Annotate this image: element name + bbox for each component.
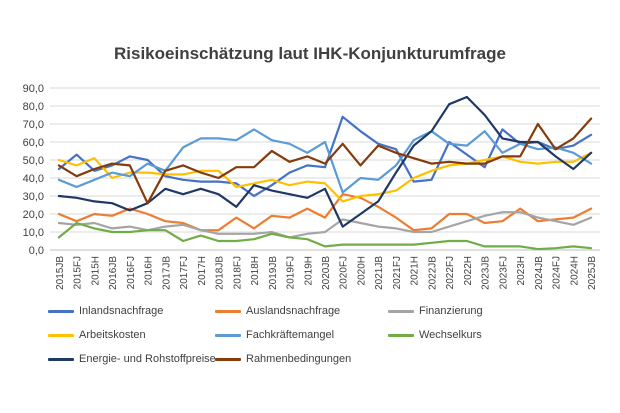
y-tick-label: 60,0 (23, 137, 44, 149)
y-tick-label: 30,0 (23, 191, 44, 203)
x-tick-label: 2021H (410, 256, 421, 285)
x-tick-label: 2017H (197, 256, 208, 285)
y-tick-label: 70,0 (23, 119, 44, 131)
x-tick-label: 2015H (90, 256, 101, 285)
x-tick-label: 2023FJ (498, 256, 509, 289)
x-tick-label: 2025JB (587, 256, 598, 290)
x-tick-label: 2020FJ (339, 256, 350, 289)
x-tick-label: 2021JB (374, 256, 385, 290)
x-tick-label: 2020H (356, 256, 367, 285)
x-tick-label: 2020JB (321, 256, 332, 290)
x-tick-label: 2019JB (268, 256, 279, 290)
x-tick-label: 2015JB (55, 256, 66, 290)
y-tick-label: 90,0 (23, 83, 44, 95)
x-tick-label: 2024FJ (552, 256, 563, 289)
series-line-rahmenbedingungen (57, 117, 593, 205)
y-tick-label: 40,0 (23, 173, 44, 185)
series-line-wechselkurs (57, 221, 593, 251)
x-tick-label: 2022FJ (445, 256, 456, 289)
x-tick-label: 2018FJ (232, 256, 243, 289)
x-tick-label: 2024H (569, 256, 580, 285)
x-tick-label: 2016JB (108, 256, 119, 290)
x-tick-label: 2022H (463, 256, 474, 285)
x-tick-label: 2017JB (161, 256, 172, 290)
x-tick-label: 2016FJ (126, 256, 137, 289)
chart-title: Risikoeinschätzung laut IHK-Konjunkturum… (114, 44, 506, 63)
x-tick-label: 2021FJ (392, 256, 403, 289)
series-line-energie-und-rohstoffpreise (57, 95, 593, 228)
x-tick-label: 2017FJ (179, 256, 190, 289)
series-line-auslandsnachfrage (57, 193, 593, 232)
x-tick-label: 2018H (250, 256, 261, 285)
y-tick-label: 80,0 (23, 101, 44, 113)
y-tick-label: 0,0 (29, 245, 44, 257)
x-tick-label: 2019FJ (286, 256, 297, 289)
x-tick-label: 2023JB (481, 256, 492, 290)
series-line-fachkräftemangel (57, 128, 593, 194)
x-tick-label: 2016H (144, 256, 155, 285)
x-tick-label: 2018JB (215, 256, 226, 290)
y-tick-label: 50,0 (23, 155, 44, 167)
x-tick-label: 2022JB (427, 256, 438, 290)
x-tick-label: 2015FJ (73, 256, 84, 289)
x-tick-label: 2024JB (534, 256, 545, 290)
x-tick-label: 2023H (516, 256, 527, 285)
x-tick-label: 2019H (303, 256, 314, 285)
series-line-inlandsnachfrage (57, 115, 593, 198)
y-tick-label: 20,0 (23, 209, 44, 221)
y-tick-label: 10,0 (23, 227, 44, 239)
